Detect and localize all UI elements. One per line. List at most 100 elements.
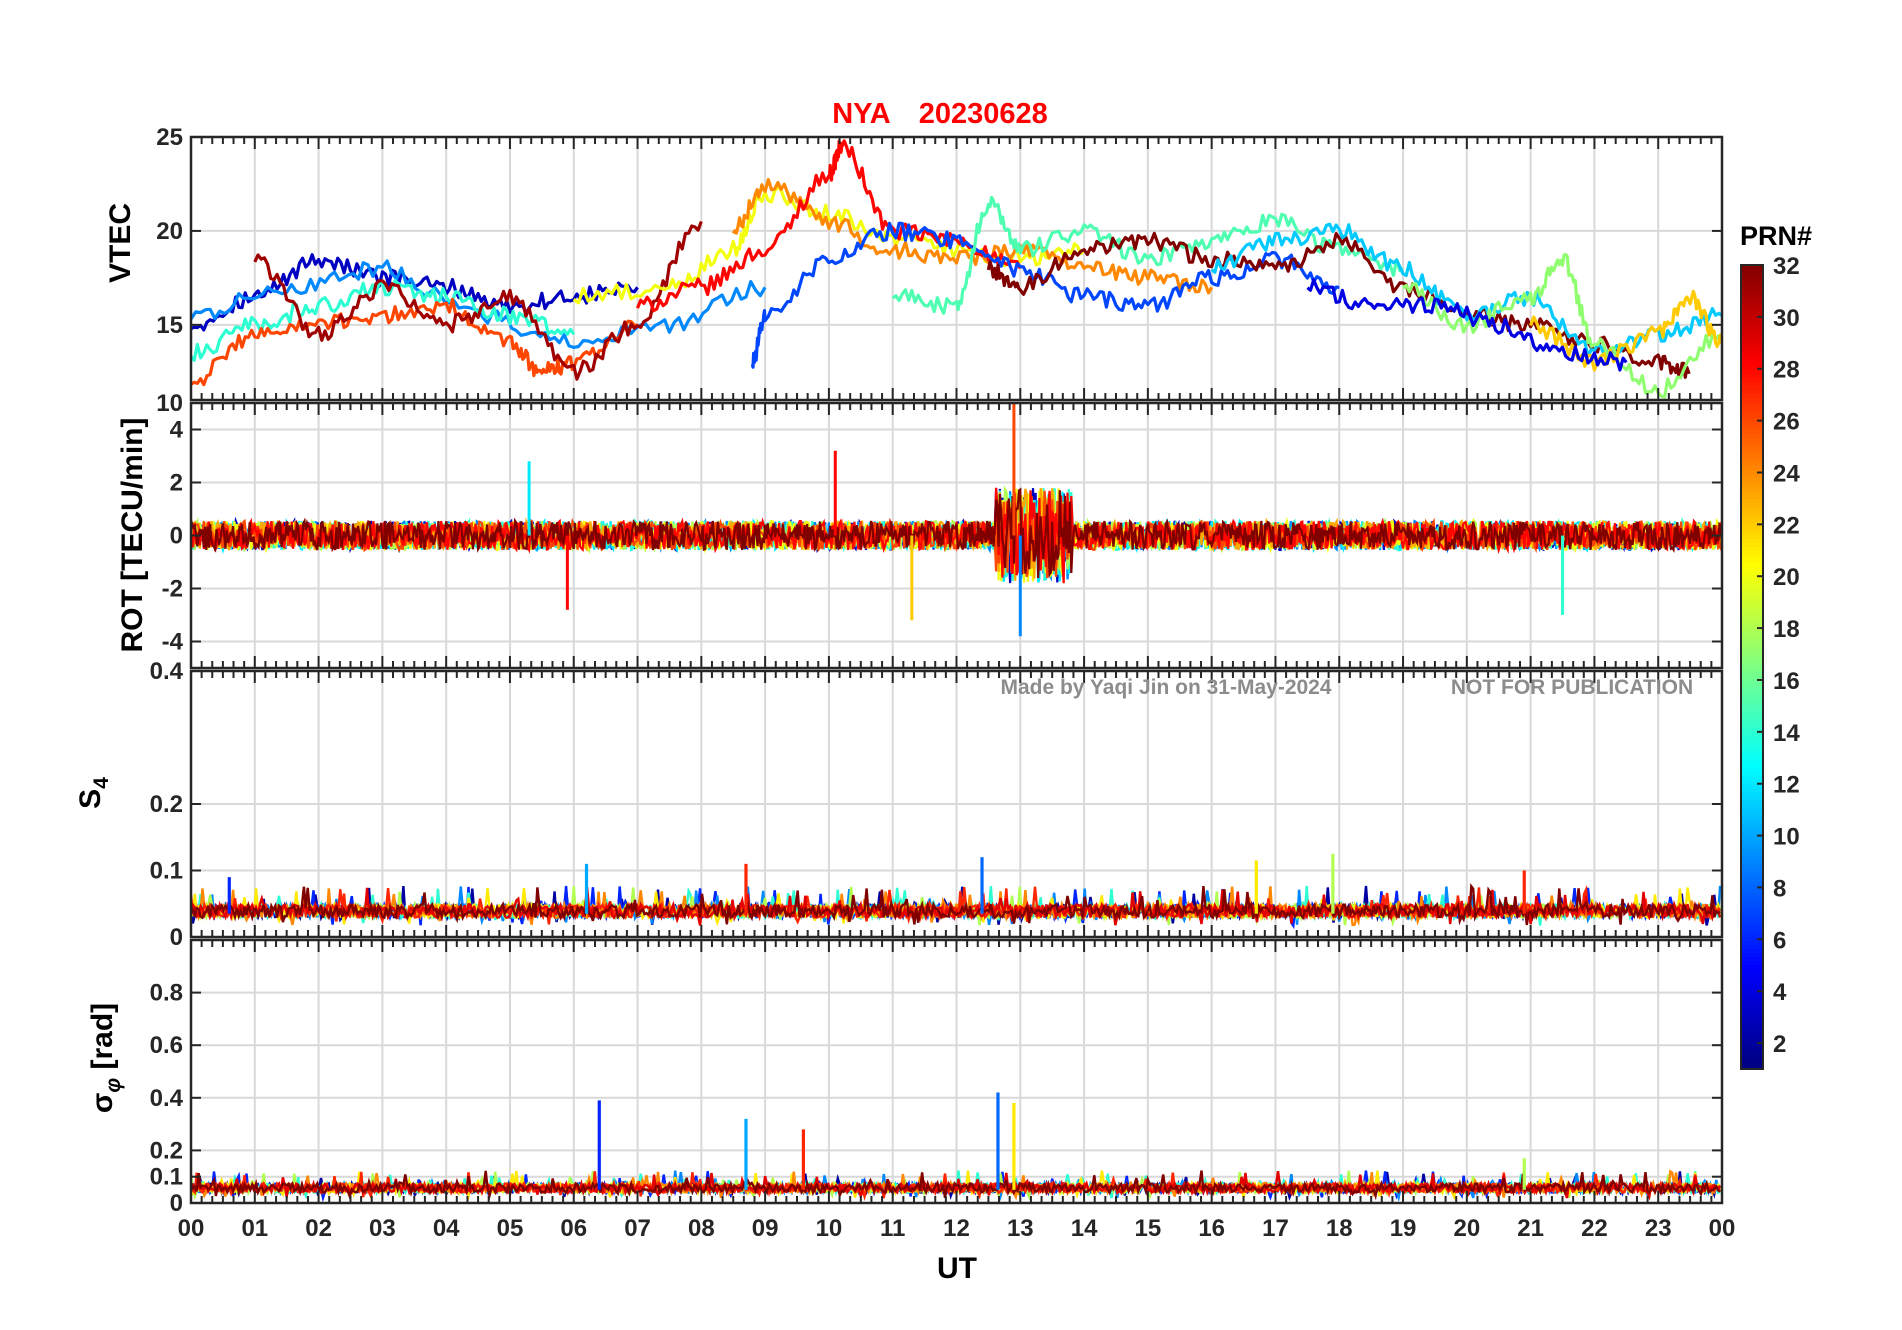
colorbar-segment <box>1741 630 1763 636</box>
x-tick-label: 07 <box>624 1215 651 1242</box>
colorbar-segment <box>1741 835 1763 841</box>
colorbar-segment <box>1741 1036 1763 1042</box>
colorbar-segment <box>1741 831 1763 837</box>
x-tick-label: 21 <box>1517 1215 1544 1242</box>
x-tick-label: 01 <box>241 1215 268 1242</box>
y-tick-label: -4 <box>162 629 184 656</box>
colorbar-segment <box>1741 868 1763 873</box>
vtec-series-prn-14 <box>191 279 576 362</box>
colorbar-segment <box>1741 365 1763 371</box>
s4-ylabel: S4 <box>74 777 113 809</box>
y-tick-label: 0.6 <box>150 1032 183 1059</box>
colorbar-segment <box>1741 506 1763 511</box>
s4-series-prn-32 <box>191 883 1721 926</box>
colorbar-segment <box>1741 389 1763 395</box>
colorbar-tick-label: 2 <box>1773 1031 1786 1058</box>
colorbar-segment <box>1741 570 1763 576</box>
y-tick-label: 0 <box>170 523 183 550</box>
colorbar-segment <box>1741 421 1763 427</box>
colorbar-segment <box>1741 650 1763 656</box>
colorbar-tick-label: 4 <box>1773 979 1787 1006</box>
x-tick-label: 06 <box>560 1215 587 1242</box>
colorbar-segment <box>1741 385 1763 391</box>
rot-ylabel: ROT [TECU/min] <box>116 418 149 653</box>
x-tick-label: 09 <box>752 1215 779 1242</box>
colorbar-segment <box>1741 289 1763 294</box>
colorbar-segment <box>1741 928 1763 933</box>
colorbar-segment <box>1741 944 1763 949</box>
colorbar-segment <box>1741 449 1763 455</box>
vtec-ylabel: VTEC <box>104 203 137 283</box>
colorbar-segment <box>1741 329 1763 334</box>
colorbar-segment <box>1741 594 1763 600</box>
y-tick-label: 25 <box>156 124 183 151</box>
colorbar-segment <box>1741 956 1763 962</box>
colorbar-segment <box>1741 940 1763 945</box>
colorbar-segment <box>1741 920 1763 925</box>
rot-series-prn-28 <box>191 487 1722 584</box>
sig-series-prn-32 <box>191 1170 1721 1201</box>
colorbar-segment <box>1741 847 1763 853</box>
x-tick-label: 02 <box>305 1215 332 1242</box>
colorbar-segment <box>1741 369 1763 375</box>
colorbar-segment <box>1741 293 1763 298</box>
title-station: NYA <box>832 98 891 130</box>
colorbar-segment <box>1741 301 1763 306</box>
colorbar-tick-label: 18 <box>1773 616 1800 643</box>
colorbar-segment <box>1741 984 1763 990</box>
colorbar-segment <box>1741 1020 1763 1026</box>
sigma-phi-panel: 00.10.2 0.4 0.6 0.8 <box>150 938 1724 1217</box>
colorbar-segment <box>1741 1040 1763 1046</box>
colorbar-segment <box>1741 1004 1763 1010</box>
colorbar-segment <box>1741 574 1763 580</box>
colorbar-segment <box>1741 839 1763 845</box>
colorbar-segment <box>1741 345 1763 351</box>
colorbar-segment <box>1741 936 1763 941</box>
colorbar-segment <box>1741 819 1763 825</box>
colorbar-segment <box>1741 807 1763 813</box>
colorbar-tick-label: 24 <box>1773 460 1800 487</box>
y-tick-label: -2 <box>162 576 183 603</box>
colorbar-segment <box>1741 598 1763 604</box>
x-tick-label: 11 <box>880 1215 905 1242</box>
colorbar-segment <box>1741 743 1763 748</box>
colorbar-segment <box>1741 445 1763 451</box>
colorbar-segment <box>1741 313 1763 318</box>
colorbar-segment <box>1741 269 1763 274</box>
colorbar-segment <box>1741 1064 1763 1070</box>
colorbar-segment <box>1741 699 1763 704</box>
colorbar-segment <box>1741 739 1763 744</box>
colorbar-segment <box>1741 530 1763 535</box>
y-tick-label: 0 <box>170 924 183 951</box>
colorbar-segment <box>1741 474 1763 479</box>
colorbar-segment <box>1741 494 1763 499</box>
x-tick-label: 15 <box>1135 1215 1162 1242</box>
x-tick-label: 12 <box>943 1215 970 1242</box>
colorbar-segment <box>1741 823 1763 829</box>
y-tick-label: 0.1 <box>150 858 183 885</box>
colorbar-segment <box>1741 325 1763 330</box>
colorbar-label: PRN# <box>1740 221 1812 251</box>
colorbar-segment <box>1741 863 1763 869</box>
rot-panel: -4 -2 0 2 410 <box>156 390 1724 670</box>
colorbar-tick-label: 16 <box>1773 668 1800 695</box>
x-tick-labels: 00 01 02 03 04 05 06 07 08 09 10 11 12 13 14 15 16 17 18 19… <box>178 1215 1736 1242</box>
colorbar-segment <box>1741 787 1763 793</box>
colorbar-segment <box>1741 968 1763 974</box>
colorbar-segment <box>1741 703 1763 708</box>
x-tick-label: 10 <box>816 1215 843 1242</box>
colorbar-segment <box>1741 618 1763 624</box>
colorbar-tick-label: 28 <box>1773 357 1800 384</box>
rot-series-prn-32 <box>191 487 1722 579</box>
colorbar-segment <box>1741 502 1763 507</box>
colorbar-segment <box>1741 763 1763 769</box>
colorbar-segment <box>1741 827 1763 833</box>
colorbar-segment <box>1741 972 1763 978</box>
colorbar-segment <box>1741 638 1763 644</box>
watermark-notice: NOT FOR PUBLICATION <box>1451 676 1693 699</box>
colorbar-segment <box>1741 642 1763 648</box>
x-tick-label: 05 <box>497 1215 524 1242</box>
colorbar-segment <box>1741 811 1763 817</box>
